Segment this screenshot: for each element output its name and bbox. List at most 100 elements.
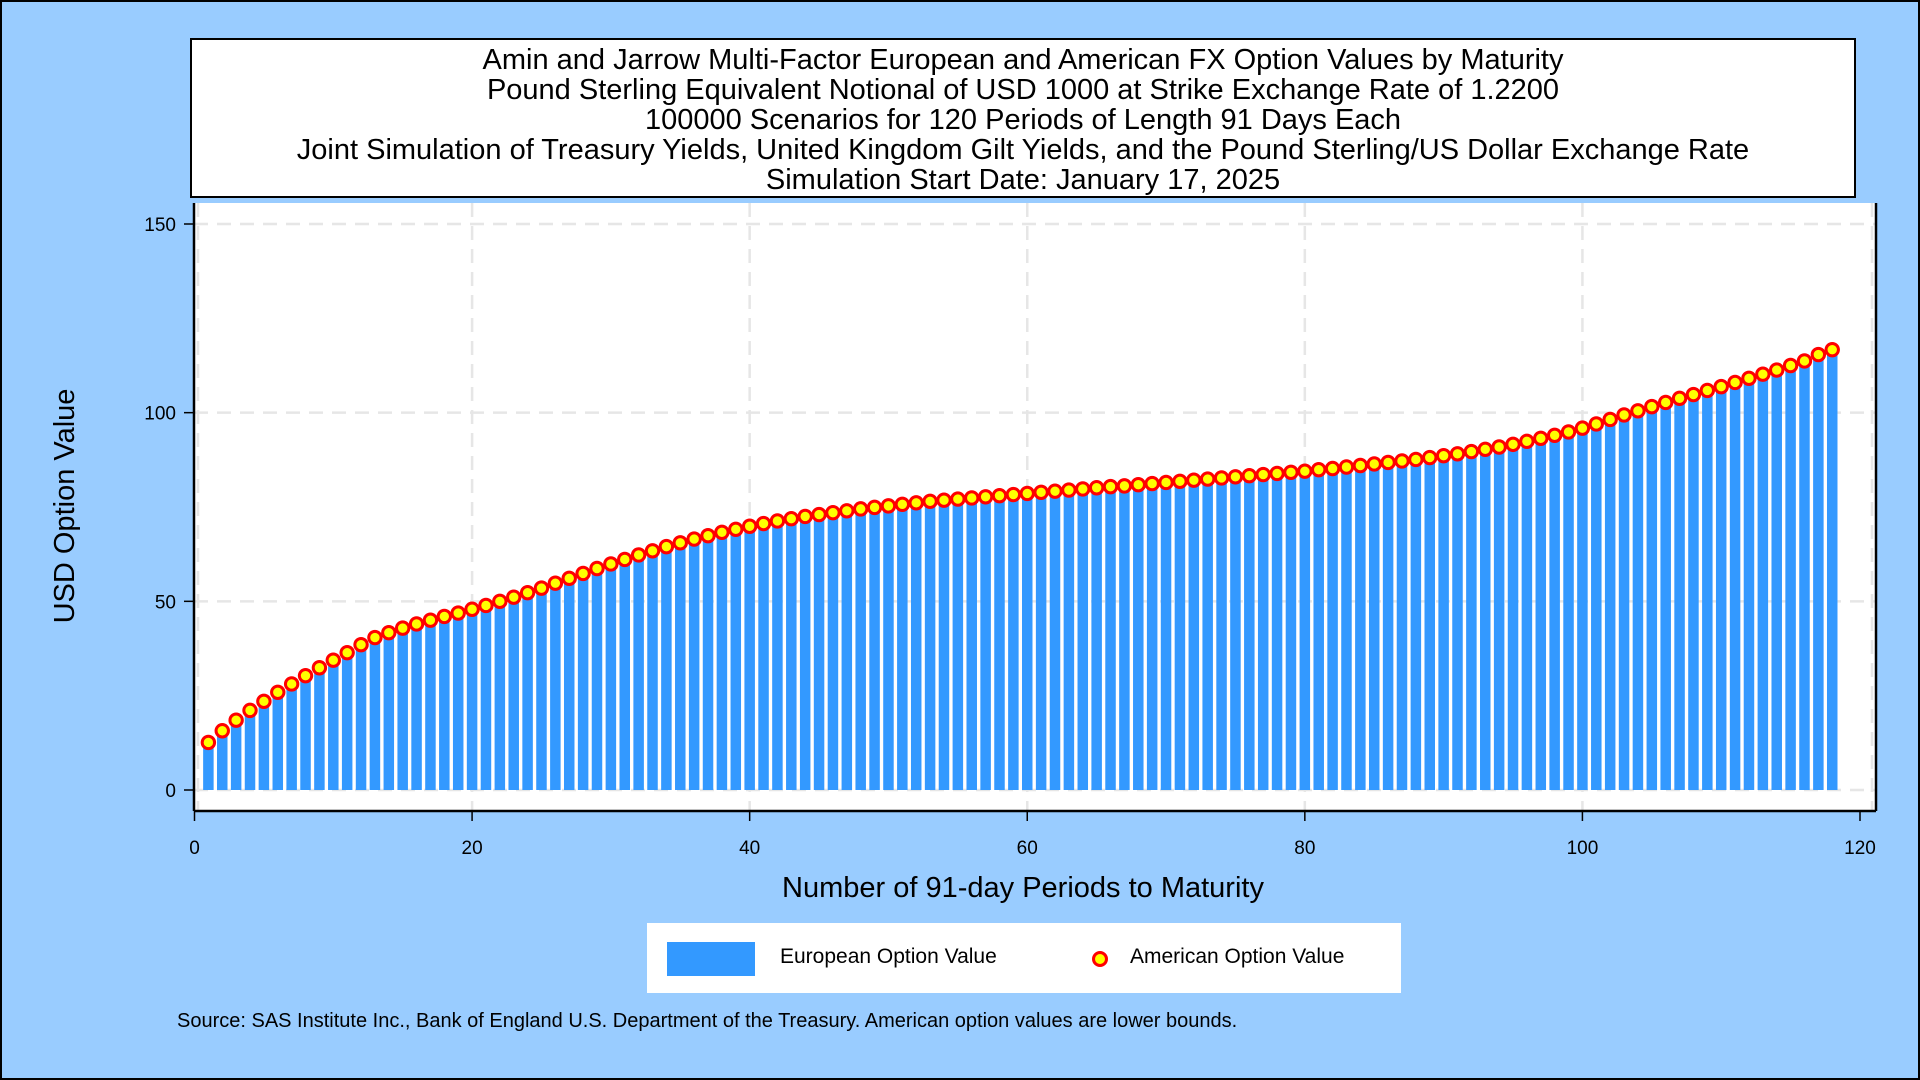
- bar-european: [258, 701, 270, 790]
- marker-american: [408, 616, 425, 632]
- marker-american: [242, 702, 258, 719]
- marker-american: [1019, 485, 1035, 502]
- bar-european: [1313, 470, 1324, 790]
- bar-european: [1646, 407, 1658, 790]
- marker-american: [1213, 470, 1230, 486]
- marker-american: [1338, 459, 1355, 475]
- marker-american: [1075, 481, 1091, 497]
- marker-american: [1671, 390, 1688, 407]
- bar-european: [1327, 468, 1338, 790]
- marker-american: [381, 624, 397, 641]
- bar-european: [1507, 444, 1519, 790]
- legend-swatch-european: [667, 942, 755, 976]
- chart-title-line: Joint Simulation of Treasury Yields, Uni…: [296, 134, 1750, 166]
- marker-american: [783, 510, 800, 527]
- marker-american: [1824, 341, 1840, 358]
- bar-european: [786, 519, 797, 790]
- marker-american: [464, 601, 480, 617]
- bar-european: [1063, 490, 1075, 790]
- bar-european: [425, 620, 436, 790]
- marker-american: [741, 518, 758, 534]
- bar-european: [1563, 432, 1574, 790]
- bar-european: [1146, 483, 1158, 790]
- marker-american: [811, 506, 827, 523]
- bar-european: [924, 501, 936, 790]
- marker-american: [1755, 366, 1771, 382]
- marker-american: [908, 495, 924, 511]
- bar-european: [883, 506, 894, 790]
- bar-european: [744, 526, 755, 790]
- marker-american: [575, 565, 591, 582]
- marker-american: [894, 496, 911, 513]
- bar-european: [1799, 361, 1810, 790]
- marker-american: [1241, 467, 1258, 484]
- bar-european: [952, 499, 964, 790]
- bar-european: [1813, 354, 1824, 790]
- marker-american: [1491, 439, 1507, 455]
- marker-american: [1297, 463, 1313, 479]
- marker-american: [1255, 466, 1271, 483]
- marker-american: [1727, 374, 1743, 391]
- marker-american: [1435, 447, 1452, 464]
- bar-european: [1729, 382, 1741, 790]
- marker-american: [1810, 346, 1827, 363]
- bar-european: [536, 588, 547, 790]
- chart-title-line: Simulation Start Date: January 17, 2025: [765, 164, 1281, 196]
- marker-american: [1477, 441, 1493, 457]
- bar-european: [1133, 485, 1144, 790]
- marker-american: [547, 575, 564, 591]
- marker-american: [1088, 480, 1105, 496]
- chart-title-line: 100000 Scenarios for 120 Periods of Leng…: [644, 104, 1402, 136]
- marker-american: [1269, 465, 1285, 482]
- marker-american: [755, 515, 772, 532]
- source-note: Source: SAS Institute Inc., Bank of Engl…: [177, 1010, 1238, 1032]
- bar-european: [1119, 486, 1130, 790]
- marker-american: [839, 503, 855, 519]
- marker-american: [658, 538, 675, 555]
- marker-american: [617, 551, 633, 568]
- chart-title-box: Amin and Jarrow Multi-Factor European an…: [190, 38, 1856, 198]
- bar-european: [1521, 441, 1533, 790]
- marker-american: [519, 584, 536, 601]
- marker-american: [853, 501, 869, 517]
- y-tick-label: 100: [144, 404, 176, 425]
- bar-european: [1160, 482, 1172, 790]
- marker-american: [422, 612, 439, 628]
- bar-european: [522, 593, 533, 790]
- marker-american: [1588, 416, 1604, 432]
- bar-european: [550, 583, 561, 790]
- marker-american: [1546, 427, 1563, 444]
- marker-american: [311, 660, 328, 676]
- marker-american: [1408, 451, 1424, 468]
- bar-european: [328, 660, 339, 790]
- bar-european: [1480, 449, 1491, 790]
- marker-american: [339, 644, 355, 661]
- y-tick-label: 150: [144, 215, 176, 236]
- marker-american: [367, 629, 383, 646]
- bar-european: [1702, 390, 1713, 790]
- bar-european: [1244, 476, 1255, 790]
- marker-american: [1311, 461, 1327, 478]
- bar-european: [675, 543, 686, 790]
- marker-american: [686, 531, 702, 547]
- bar-european: [647, 551, 658, 790]
- bar-european: [1382, 462, 1394, 790]
- bar-european: [244, 710, 256, 790]
- marker-american: [1602, 411, 1618, 428]
- bar-european: [286, 684, 297, 790]
- chart-title-line: Pound Sterling Equivalent Notional of US…: [486, 74, 1560, 106]
- marker-american: [270, 684, 286, 700]
- marker-american: [256, 693, 272, 710]
- bar-european: [1077, 489, 1089, 790]
- marker-american: [672, 535, 688, 551]
- bar-european: [938, 500, 950, 790]
- bar-european: [577, 573, 589, 790]
- marker-american: [1644, 398, 1660, 415]
- bar-european: [702, 536, 714, 790]
- marker-american: [436, 608, 453, 625]
- bar-european: [1826, 350, 1838, 790]
- bar-european: [300, 676, 311, 790]
- bar-european: [1757, 374, 1769, 790]
- legend-label-american: American Option Value: [1130, 945, 1345, 968]
- marker-american: [1283, 464, 1299, 480]
